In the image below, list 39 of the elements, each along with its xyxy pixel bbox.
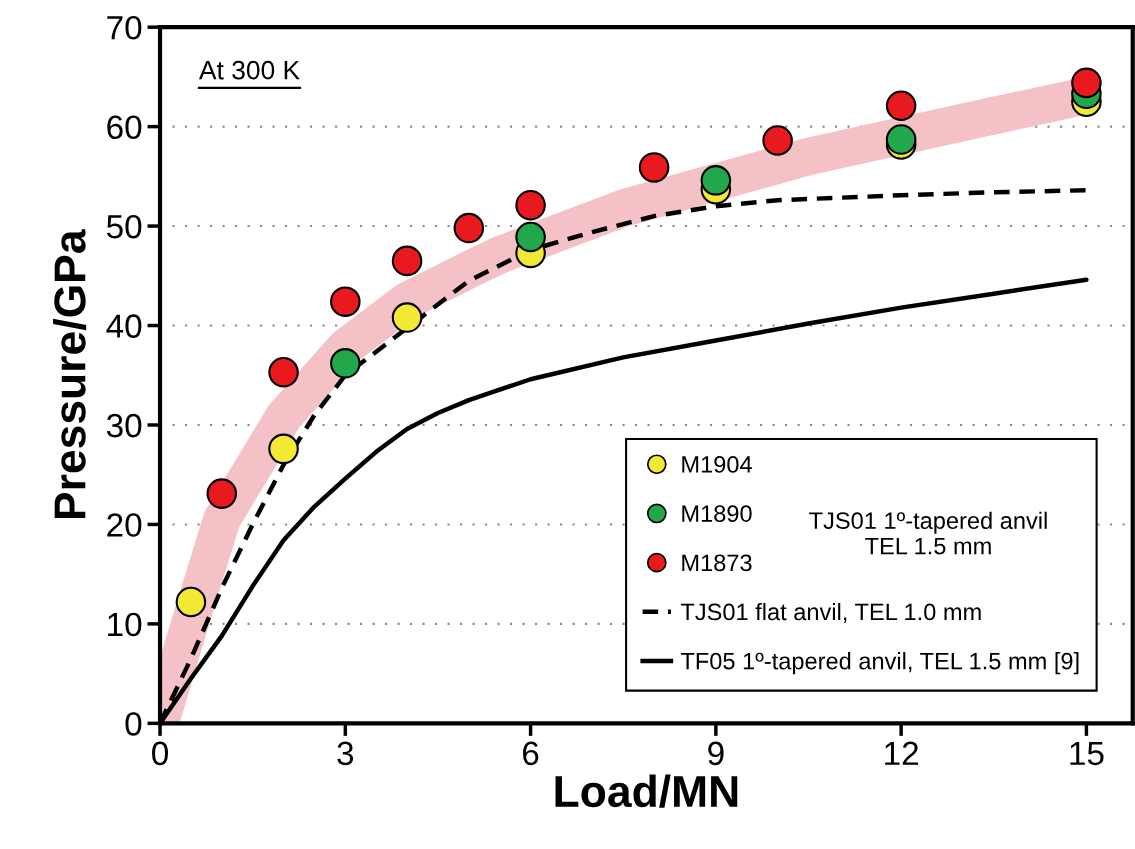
x-tick-label: 6	[523, 741, 539, 766]
point	[175, 586, 207, 618]
y-tick-label: 20	[107, 513, 142, 537]
legend-label: M1873	[682, 554, 752, 572]
y-tick-label: 50	[106, 214, 142, 239]
x-tick-label: 9	[708, 741, 724, 766]
y-tick-label: 30	[106, 413, 142, 438]
legend-label: TJS01 flat anvil, TEL 1.0 mm	[680, 602, 981, 624]
point	[515, 189, 546, 221]
y-tick-label: 70	[107, 15, 142, 40]
y-tick-label: 10	[108, 612, 142, 637]
x-axis-title: Load/MN	[555, 774, 738, 808]
legend-label: TF05 1º-tapered anvil, TEL 1.5 mm [9]	[680, 652, 1079, 675]
point	[391, 302, 423, 333]
point	[206, 478, 238, 509]
y-tick-label: 60	[107, 115, 142, 140]
point	[885, 90, 917, 122]
y-axis-title: Pressure/GPa	[53, 229, 87, 519]
point	[515, 221, 546, 253]
annotation: TJS01 1º-tapered anvil TEL 1.5 mm	[809, 511, 1047, 555]
x-tick-label: 0	[152, 741, 168, 766]
point	[700, 165, 732, 196]
x-tick-label: 15	[1070, 741, 1104, 766]
legend-label: M1890	[682, 505, 752, 522]
point	[268, 433, 299, 465]
point	[453, 212, 485, 244]
point	[762, 125, 793, 156]
point	[330, 286, 361, 317]
point	[268, 357, 299, 388]
point	[1071, 67, 1102, 99]
point	[391, 245, 423, 277]
point	[638, 152, 670, 183]
point	[330, 348, 361, 379]
y-tick-label: 40	[106, 314, 142, 338]
y-tick-label: 0	[125, 712, 142, 736]
legend-label: M1904	[682, 456, 752, 473]
x-tick-label: 12	[885, 741, 918, 765]
annotation: At 300 K	[199, 60, 300, 80]
x-tick-label: 3	[337, 741, 354, 766]
